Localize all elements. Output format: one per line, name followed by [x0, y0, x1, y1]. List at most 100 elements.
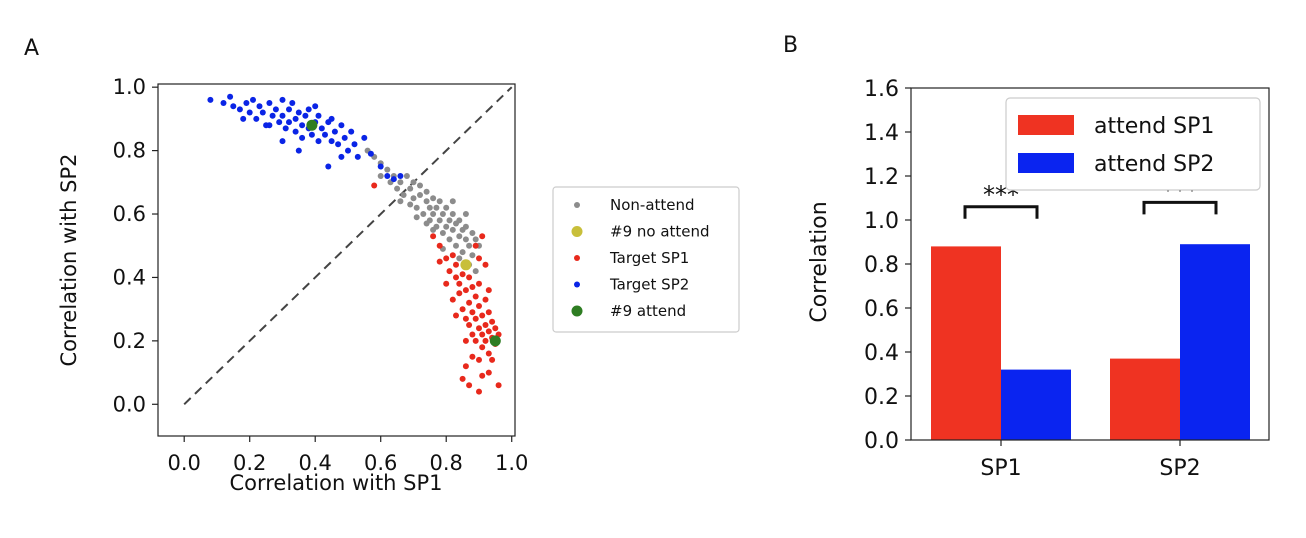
point-target-sp2-3: [230, 103, 237, 110]
y-tick-label-a: 1.0: [113, 75, 146, 99]
point-target-sp2-26: [299, 134, 306, 141]
point-target-sp2-53: [325, 163, 332, 170]
y-tick-label-b: 1.0: [864, 209, 899, 234]
point-non-attend-52: [413, 214, 420, 221]
point-non-attend-42: [462, 236, 469, 243]
point-target-sp1-9: [456, 290, 463, 297]
point-target-sp1-20: [472, 293, 479, 300]
point-target-sp2-8: [253, 115, 260, 122]
point-target-sp1-33: [485, 328, 492, 335]
point-non-attend-17: [420, 211, 427, 217]
point-non-attend-35: [449, 211, 456, 217]
point-target-sp2-44: [348, 128, 355, 135]
point-target-sp1-14: [466, 274, 473, 281]
bars: [931, 244, 1250, 440]
point-target-sp1-49: [485, 369, 492, 376]
point-non-attend-30: [443, 223, 450, 230]
x-tick-label-a: 0.4: [299, 451, 332, 475]
point-target-sp2-49: [377, 163, 384, 170]
point-non-attend-44: [466, 242, 473, 249]
point--9-attend-1: [489, 335, 501, 347]
point-target-sp1-58: [476, 356, 482, 363]
point-target-sp2-4: [236, 106, 243, 113]
point-non-attend-31: [443, 204, 450, 211]
legend-marker-a: [571, 226, 583, 237]
point-non-attend-4: [384, 166, 391, 173]
legend-marker-a: [574, 255, 580, 261]
point-target-sp2-35: [322, 131, 328, 138]
point-non-attend-34: [449, 226, 456, 233]
axis-ticks-b: 0.0 0.2 0.4 0.6 0.8 1.0 1.2 1.4 1.6 SP1 SP2: [864, 77, 1201, 481]
point-non-attend-3: [377, 173, 384, 179]
point-target-sp1-1: [430, 233, 437, 240]
point-target-sp1-11: [459, 306, 466, 313]
point-target-sp1-32: [485, 309, 492, 316]
point-target-sp2-13: [269, 112, 276, 119]
point-non-attend-19: [423, 188, 430, 195]
y-tick-label-a: 0.2: [113, 329, 146, 353]
y-tick-label-b: 0.2: [864, 385, 899, 410]
y-tick-label-b: 0.6: [864, 297, 899, 322]
y-tick-label-b: 1.4: [864, 121, 899, 146]
y-tick-label-a: 0.6: [113, 202, 146, 226]
point-target-sp2-18: [282, 125, 289, 132]
point-target-sp2-25: [299, 122, 306, 129]
point-target-sp1-25: [476, 280, 482, 287]
point-target-sp1-41: [472, 242, 479, 249]
point-target-sp1-21: [472, 315, 479, 322]
point-non-attend-14: [413, 204, 420, 211]
x-tick-label-a: 0.8: [430, 451, 463, 475]
point-target-sp2-17: [279, 112, 286, 119]
bar-sp2-attend-sp1: [1110, 358, 1180, 440]
point-non-attend-57: [456, 255, 463, 262]
point-non-attend-33: [446, 217, 453, 224]
point-target-sp1-0: [371, 182, 378, 189]
x-tick-label-b: SP2: [1159, 456, 1200, 481]
bar-sp2-attend-sp2: [1180, 244, 1250, 440]
point-non-attend-7: [394, 185, 401, 192]
point-target-sp2-14: [272, 106, 279, 113]
point-target-sp1-4: [446, 268, 453, 275]
legend-marker-a: [571, 305, 583, 317]
point-target-sp2-54: [338, 153, 345, 160]
point-target-sp1-2: [436, 242, 443, 249]
point-target-sp1-18: [469, 309, 476, 316]
point-target-sp1-35: [489, 318, 496, 325]
point-non-attend-11: [407, 185, 414, 192]
point-non-attend-9: [400, 192, 407, 198]
point-target-sp2-40: [335, 141, 342, 148]
point-target-sp2-33: [315, 112, 322, 119]
y-tick-label-a: 0.0: [113, 392, 146, 416]
point-non-attend-59: [462, 211, 469, 217]
point-target-sp1-26: [479, 312, 486, 319]
point-target-sp2-58: [312, 103, 319, 110]
legend-marker-a: [574, 281, 580, 288]
point-target-sp1-46: [466, 382, 473, 389]
point-target-sp2-32: [315, 138, 322, 145]
point-target-sp2-16: [279, 96, 286, 103]
point-non-attend-27: [436, 198, 443, 205]
point-non-attend-45: [469, 230, 476, 236]
point-target-sp1-24: [476, 325, 482, 332]
legend-swatch-b: [1018, 115, 1074, 135]
point-non-attend-56: [472, 268, 479, 275]
significance-bracket: [1142, 200, 1218, 215]
point-non-attend-49: [449, 198, 456, 205]
legend-marker-a: [574, 202, 580, 208]
point-target-sp2-59: [279, 138, 286, 145]
point-target-sp2-47: [361, 134, 368, 141]
legend-label-b: attend SP2: [1094, 152, 1214, 177]
legend-a: Non-attend #9 no attend Target SP1 Target S…: [552, 186, 740, 333]
point-target-sp1-12: [462, 287, 469, 294]
y-axis-label-b: Correlation: [807, 201, 832, 322]
point-target-sp1-48: [479, 372, 486, 379]
point-target-sp2-20: [286, 119, 292, 126]
x-tick-label-a: 0.6: [364, 451, 397, 475]
point-target-sp1-22: [472, 337, 479, 344]
point-target-sp1-10: [459, 271, 466, 278]
point-target-sp2-39: [331, 128, 338, 135]
point-target-sp1-52: [449, 296, 456, 303]
plot-frame-a: [157, 83, 516, 437]
